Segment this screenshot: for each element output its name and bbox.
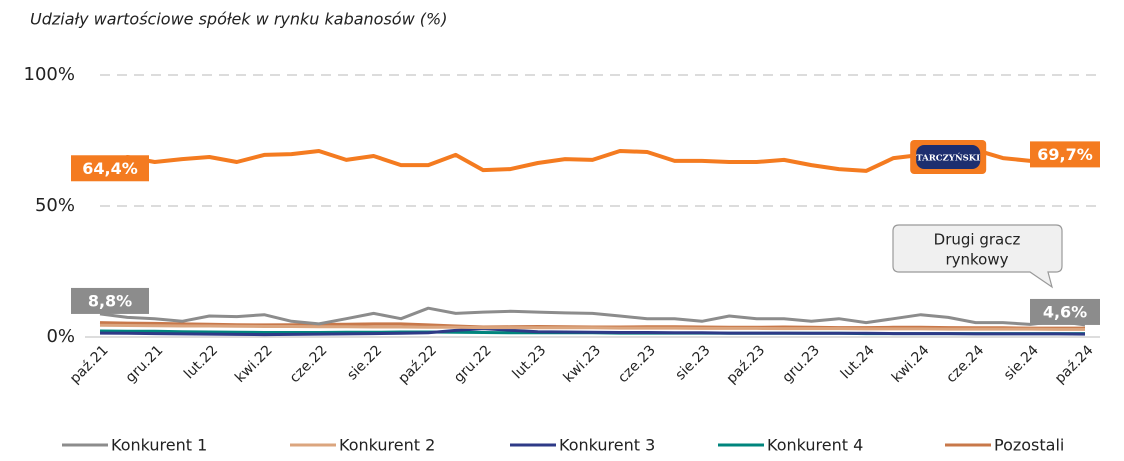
series-line: [99, 306, 1086, 327]
value-label-box: [71, 155, 149, 182]
legend-label: Konkurent 4: [767, 436, 863, 455]
x-tick-label: cze.22: [287, 342, 331, 386]
x-tick-label: sie.22: [344, 342, 385, 383]
value-label: 4,6%: [1043, 302, 1087, 321]
legend-label: Konkurent 1: [111, 436, 207, 455]
x-tick-label: kwi.22: [232, 342, 276, 386]
x-tick-label: gru.23: [779, 342, 823, 386]
x-tick-label: paź.23: [724, 342, 769, 387]
x-tick-label: gru.22: [451, 342, 495, 386]
x-tick-label: lut.22: [181, 342, 221, 382]
x-tick-label: kwi.23: [561, 342, 605, 386]
series-line: [99, 327, 1086, 337]
value-label-box: [71, 287, 149, 314]
x-tick-label: gru.21: [123, 342, 167, 386]
callout-text: Drugi gracz: [934, 231, 1021, 249]
x-tick-label: cze.24: [943, 342, 987, 386]
y-tick-label: 100%: [24, 64, 75, 85]
x-tick-label: paź.21: [67, 342, 112, 387]
logo-text: TARCZYŃSKI: [916, 152, 980, 164]
logo-inner: [916, 145, 981, 169]
value-label: 8,8%: [88, 291, 132, 310]
value-label: 64,4%: [82, 159, 138, 178]
x-tick-label: lut.24: [838, 342, 878, 382]
legend-label: Konkurent 3: [559, 436, 655, 455]
legend-label: Konkurent 2: [339, 436, 435, 455]
x-tick-label: kwi.24: [889, 342, 933, 386]
y-tick-label: 0%: [46, 326, 75, 347]
value-label-box: [1030, 298, 1100, 325]
callout-text: rynkowy: [945, 251, 1008, 269]
series-line: [99, 323, 1085, 331]
callout-box: [892, 224, 1063, 289]
legend-label: Pozostali: [994, 436, 1064, 455]
x-tick-label: lut.23: [509, 342, 549, 382]
x-tick-label: paź.22: [395, 342, 440, 387]
x-tick-label: sie.23: [673, 342, 714, 383]
x-tick-label: sie.24: [1001, 342, 1042, 383]
x-tick-label: cze.23: [615, 342, 659, 386]
x-tick-label: paź.24: [1052, 342, 1097, 387]
y-tick-label: 50%: [35, 195, 75, 216]
value-label-box: [1030, 141, 1100, 168]
value-label: 69,7%: [1037, 145, 1093, 164]
chart-title: Udziały wartościowe spółek w rynku kaban…: [30, 10, 447, 29]
